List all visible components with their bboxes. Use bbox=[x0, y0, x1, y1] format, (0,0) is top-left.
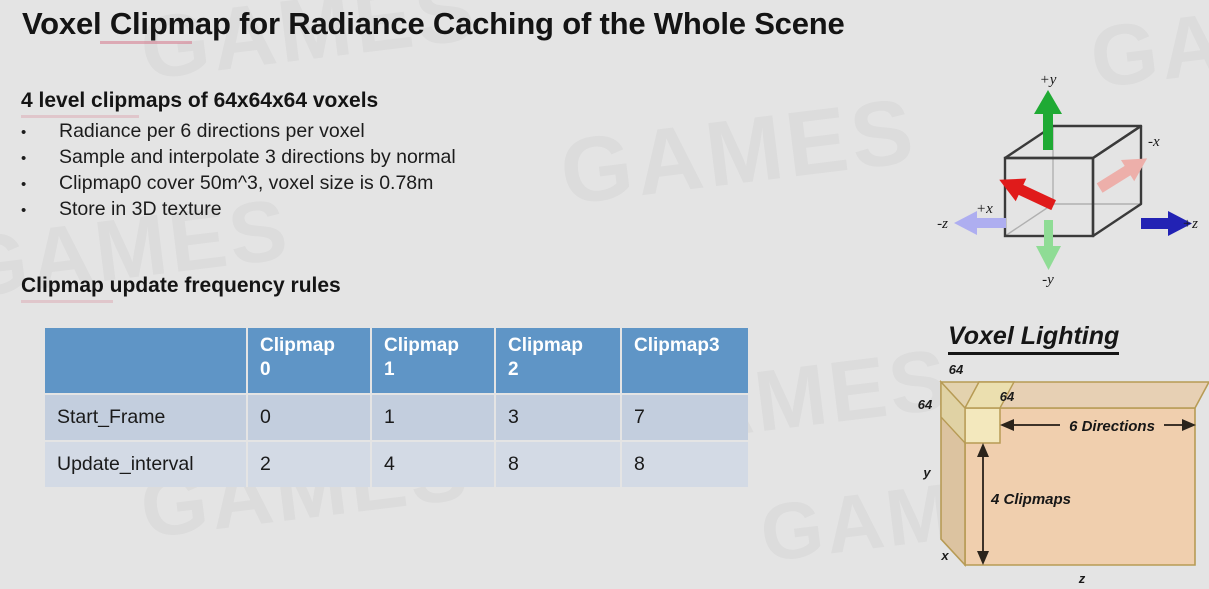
spellcheck-underline bbox=[21, 115, 139, 118]
axis-arrow-minus-x bbox=[1096, 158, 1148, 193]
list-item: • Radiance per 6 directions per voxel bbox=[21, 120, 641, 146]
axis-label-plus-y: +y bbox=[1040, 72, 1057, 88]
cell-value: 8 bbox=[496, 440, 622, 487]
axis-label-minus-x: -x bbox=[1148, 134, 1160, 150]
header-line-1: Clipmap bbox=[508, 335, 583, 356]
clipmaps-bullet-list: • Radiance per 6 directions per voxel • … bbox=[21, 120, 641, 224]
list-item: • Clipmap0 cover 50m^3, voxel size is 0.… bbox=[21, 172, 641, 198]
axis-arrow-minus-y bbox=[1036, 220, 1061, 270]
header-line-2: 1 bbox=[384, 359, 395, 380]
axis-arrow-plus-z bbox=[1141, 211, 1192, 236]
table-row: Update_interval 2 4 8 8 bbox=[45, 440, 748, 487]
header-line-1: Clipmap3 bbox=[634, 335, 720, 356]
list-item-label: Store in 3D texture bbox=[59, 198, 222, 220]
rules-heading: Clipmap update frequency rules bbox=[21, 274, 341, 297]
bullet-dot-icon: • bbox=[21, 124, 27, 141]
clipmap-update-table: Clipmap 0 Clipmap 1 Clipmap 2 Clipmap3 S… bbox=[45, 328, 748, 487]
spellcheck-underline bbox=[21, 300, 113, 303]
bullet-dot-icon: • bbox=[21, 150, 27, 167]
list-item-label: Clipmap0 cover 50m^3, voxel size is 0.78… bbox=[59, 172, 434, 194]
list-item: • Sample and interpolate 3 directions by… bbox=[21, 146, 641, 172]
cell-value: 1 bbox=[372, 393, 496, 440]
voxel-cell-side bbox=[940, 380, 966, 445]
cell-value: 0 bbox=[248, 393, 372, 440]
axis-arrow-minus-z bbox=[954, 211, 1006, 235]
voxel-dim-label-depth: 64 bbox=[1000, 389, 1015, 404]
voxel-dim-label-left: 64 bbox=[918, 397, 933, 412]
clipmaps-subheading: 4 level clipmaps of 64x64x64 voxels bbox=[21, 89, 379, 112]
cell-value: 2 bbox=[248, 440, 372, 487]
axis-label-plus-x: +x bbox=[976, 201, 993, 217]
table-header-clipmap3: Clipmap3 bbox=[622, 328, 748, 393]
table-header-clipmap1: Clipmap 1 bbox=[372, 328, 496, 393]
cell-value: 7 bbox=[622, 393, 748, 440]
header-line-1: Clipmap bbox=[260, 335, 335, 356]
height-dimension-label: 4 Clipmaps bbox=[990, 491, 1071, 508]
bullet-dot-icon: • bbox=[21, 176, 27, 193]
header-line-2: 2 bbox=[508, 359, 519, 380]
voxel-dim-label-top: 64 bbox=[949, 362, 964, 377]
table-header-row: Clipmap 0 Clipmap 1 Clipmap 2 Clipmap3 bbox=[45, 328, 748, 393]
table-header-clipmap2: Clipmap 2 bbox=[496, 328, 622, 393]
axis-arrow-plus-y bbox=[1034, 90, 1062, 150]
cell-value: 8 bbox=[622, 440, 748, 487]
axis-label-plus-z: +z bbox=[1182, 216, 1198, 232]
axis-cube-diagram: +y -y -z +z -x +x bbox=[930, 68, 1209, 290]
row-label: Start_Frame bbox=[45, 393, 248, 440]
table-header-clipmap0: Clipmap 0 bbox=[248, 328, 372, 393]
cell-value: 4 bbox=[372, 440, 496, 487]
header-line-2: 0 bbox=[260, 359, 271, 380]
table-header-corner bbox=[45, 328, 248, 393]
table-row: Start_Frame 0 1 3 7 bbox=[45, 393, 748, 440]
row-label: Update_interval bbox=[45, 440, 248, 487]
height-dimension-arrow bbox=[977, 443, 989, 565]
header-line-1: Clipmap bbox=[384, 335, 459, 356]
width-dimension-label: 6 Directions bbox=[1069, 418, 1155, 435]
axis-label-minus-y: -y bbox=[1042, 272, 1054, 288]
cell-value: 3 bbox=[496, 393, 622, 440]
bullet-dot-icon: • bbox=[21, 202, 27, 219]
axis-arrow-plus-x bbox=[999, 178, 1056, 211]
slide-title: Voxel Clipmap for Radiance Caching of th… bbox=[22, 6, 845, 41]
voxel-axis-label-z: z bbox=[1078, 571, 1086, 586]
list-item-label: Sample and interpolate 3 directions by n… bbox=[59, 146, 456, 168]
voxel-cell-front bbox=[964, 407, 1001, 444]
list-item: • Store in 3D texture bbox=[21, 198, 641, 224]
list-item-label: Radiance per 6 directions per voxel bbox=[59, 120, 365, 142]
voxel-axis-label-y: y bbox=[922, 465, 931, 480]
voxel-lighting-diagram: Voxel Lighting 6 Directions bbox=[900, 312, 1209, 589]
axis-label-minus-z: -z bbox=[937, 216, 948, 232]
width-dimension-arrow bbox=[1000, 414, 1196, 436]
voxel-lighting-title: Voxel Lighting bbox=[948, 322, 1120, 355]
voxel-cell-top bbox=[963, 381, 1016, 409]
voxel-axis-label-x: x bbox=[940, 548, 949, 563]
